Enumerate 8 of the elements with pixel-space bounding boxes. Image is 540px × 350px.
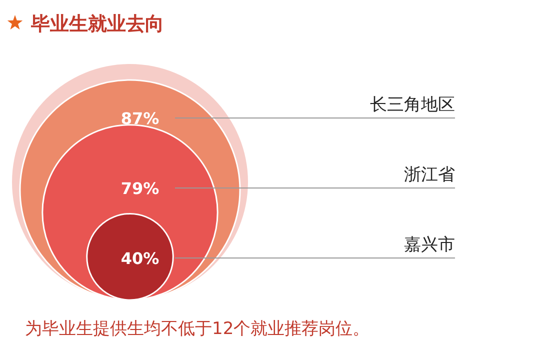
data-label: 40% [120,249,160,268]
category-label: 浙江省 [404,165,455,185]
category-label: 长三角地区 [370,95,455,115]
data-label: 87% [120,109,160,128]
data-label: 79% [120,179,160,198]
text: 为毕业生提供生均不低于12个就业推荐岗位。 [25,319,370,339]
text: 毕业生就业去向 [30,13,164,35]
category-label: 嘉兴市 [404,235,455,255]
